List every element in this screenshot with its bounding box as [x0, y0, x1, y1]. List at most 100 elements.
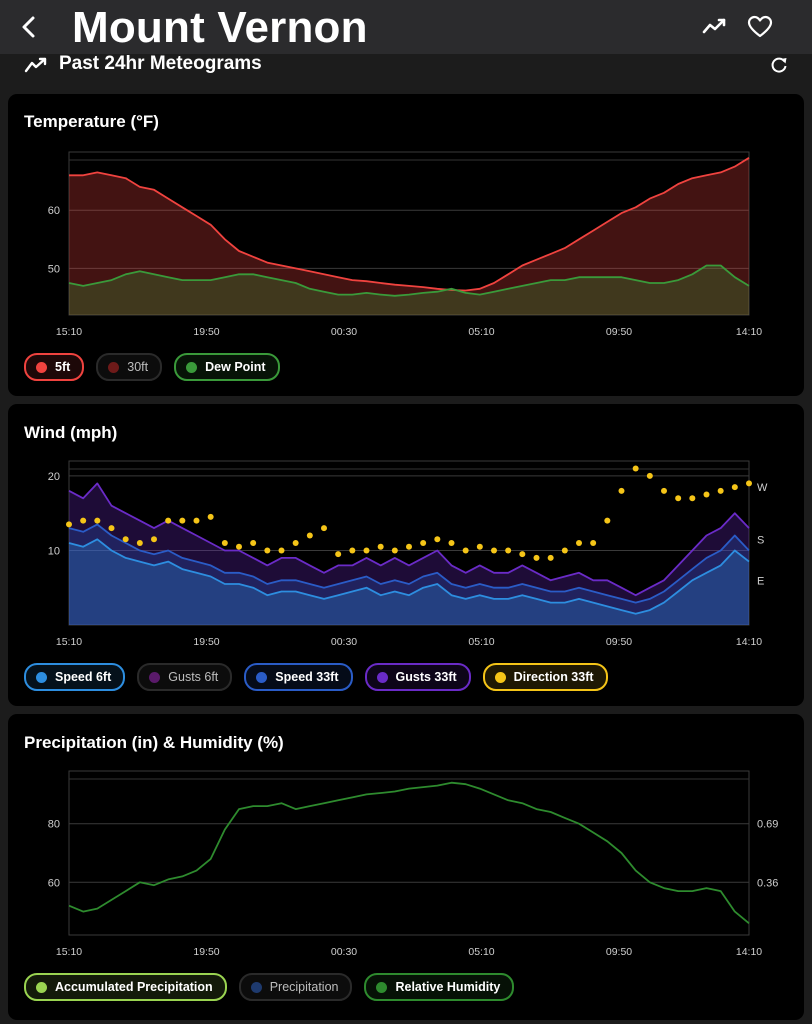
heart-outline-icon[interactable] [746, 13, 774, 41]
refresh-icon[interactable] [769, 55, 789, 75]
legend-5ft-toggle[interactable]: 5ft [24, 353, 85, 381]
y2-tick-label: 0.36 [757, 877, 778, 889]
series-speed-33ft-line [68, 523, 750, 604]
series-speed-6ft-line [68, 538, 750, 615]
x-tick-label: 15:10 [56, 326, 82, 338]
legend-precipitation-toggle[interactable]: Precipitation [238, 973, 353, 1001]
legend-dot [108, 361, 120, 373]
x-tick-label: 15:10 [56, 946, 82, 958]
data-point [406, 543, 412, 550]
series-5ft-area [69, 157, 749, 315]
data-point [165, 517, 172, 524]
wind-chart[interactable]: 10 20 W S E 15:10 19:50 00:30 05:10 09:50 14:10 [8, 404, 804, 706]
legend-dot [36, 671, 47, 683]
legend-gusts-33ft-toggle[interactable]: Gusts 33ft [364, 663, 471, 691]
y-tick-label: 20 [48, 471, 60, 483]
legend-dot [376, 981, 388, 993]
data-point [264, 547, 271, 554]
data-point [746, 480, 752, 487]
data-point [505, 547, 512, 554]
y-tick-label: 60 [48, 205, 60, 217]
plot-area: 60 80 0.69 0.36 15:10 19:50 00:30 05:10 09:50 14:… [48, 770, 778, 958]
legend-dot [256, 671, 268, 683]
legend-speed-33ft-toggle[interactable]: Speed 33ft [244, 663, 353, 691]
plot-frame [68, 151, 750, 316]
legend-30ft-toggle[interactable]: 30ft [96, 353, 163, 381]
data-point [632, 465, 639, 472]
y-tick-label: 60 [48, 877, 60, 889]
data-point [391, 547, 398, 554]
legend-dot [186, 361, 198, 373]
legend-speed-6ft-toggle[interactable]: Speed 6ft [24, 663, 126, 691]
legend-label: 5ft [55, 360, 71, 374]
wind-card: Wind (mph) 10 20 W S E 15:10 19:50 00:30 05:10 09… [8, 404, 804, 706]
chart-line-icon [24, 57, 47, 73]
legend-label: Gusts 33ft [395, 670, 457, 684]
data-point [604, 517, 611, 524]
data-point [547, 554, 554, 561]
data-point [731, 484, 738, 491]
x-tick-label: 00:30 [331, 326, 357, 338]
x-tick-label: 19:50 [193, 326, 219, 338]
data-point [377, 543, 384, 550]
data-point [561, 547, 568, 554]
legend-label: Speed 6ft [55, 670, 112, 684]
chart-line-icon[interactable] [700, 13, 728, 41]
legend-accumulated-precipitation-toggle[interactable]: Accumulated Precipitation [24, 973, 227, 1001]
plot-area: 50 60 15:10 19:50 00:30 05:10 09:50 14:10 [48, 151, 762, 338]
card-title: Precipitation (in) & Humidity (%) [24, 733, 284, 752]
data-point [66, 521, 72, 528]
data-point [717, 487, 724, 494]
x-tick-label: 09:50 [606, 326, 632, 338]
series-5ft-line [69, 157, 750, 292]
legend-dot [36, 981, 47, 993]
data-point [661, 487, 667, 494]
legend-dot [376, 671, 388, 683]
y-tick-label: 50 [48, 263, 60, 275]
y2-tick-label: E [757, 575, 764, 587]
x-tick-label: 19:50 [193, 636, 219, 648]
precipitation-humidity-chart[interactable]: 60 80 0.69 0.36 15:10 19:50 00:30 05:10 09:50 14:… [8, 714, 804, 1020]
data-point [136, 540, 143, 546]
data-point [179, 517, 186, 524]
chevron-left-icon[interactable] [14, 10, 44, 44]
data-point [236, 543, 242, 550]
legend-relative-humidity-toggle[interactable]: Relative Humidity [364, 973, 515, 1001]
x-tick-label: 09:50 [606, 946, 632, 958]
data-point [618, 487, 625, 494]
plot-frame [68, 460, 750, 626]
legend-direction-33ft-toggle[interactable]: Direction 33ft [482, 663, 608, 691]
data-point [533, 554, 540, 561]
series-direction-33ft [66, 465, 752, 561]
precipitation-legend: Accumulated Precipitation Precipitation Re… [24, 973, 515, 1001]
y2-tick-label: S [757, 534, 764, 546]
temperature-chart[interactable]: 50 60 15:10 19:50 00:30 05:10 09:50 14:10 [8, 94, 804, 396]
data-point [349, 547, 356, 554]
y-tick-label: 80 [48, 819, 60, 831]
data-point [292, 540, 299, 546]
y2-tick-label: 0.69 [757, 819, 778, 831]
series-speed-33ft-area [69, 524, 749, 625]
data-point [519, 551, 526, 558]
data-point [250, 540, 257, 546]
legend-label: Speed 33ft [275, 670, 339, 684]
x-tick-label: 09:50 [606, 636, 632, 648]
data-point [448, 540, 455, 546]
x-tick-label: 05:10 [468, 636, 494, 648]
legend-label: Gusts 6ft [168, 670, 219, 684]
card-title: Wind (mph) [24, 423, 118, 442]
data-point [646, 472, 653, 479]
x-tick-label: 14:10 [736, 636, 762, 648]
data-point [335, 551, 342, 558]
data-point [207, 513, 214, 520]
x-tick-label: 00:30 [331, 636, 357, 648]
legend-gusts-6ft-toggle[interactable]: Gusts 6ft [137, 663, 233, 691]
legend-label: Direction 33ft [513, 670, 594, 684]
x-tick-label: 15:10 [56, 636, 82, 648]
legend-label: Dew Point [205, 360, 266, 374]
data-point [122, 536, 129, 543]
x-tick-label: 14:10 [736, 326, 762, 338]
series-relative-humidity-line [68, 781, 750, 924]
legend-dew-point-toggle[interactable]: Dew Point [174, 353, 280, 381]
temperature-card: Temperature (°F) 50 60 15:10 19:50 00:30 05:1… [8, 94, 804, 396]
